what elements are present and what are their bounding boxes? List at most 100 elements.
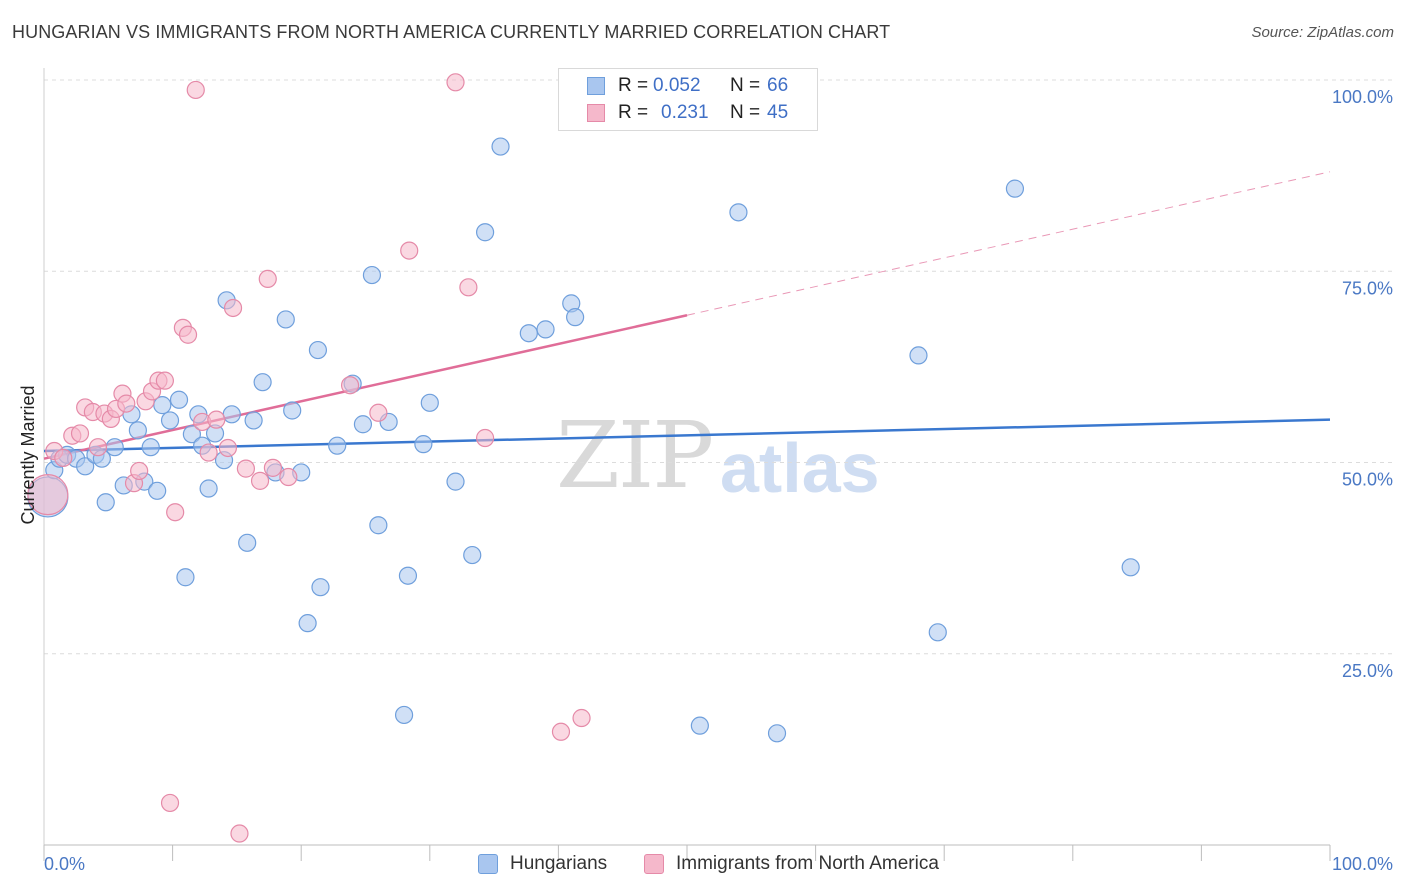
point-hungarians: [420, 393, 439, 412]
r-value: 0.231: [661, 102, 709, 123]
point-immigrants: [199, 443, 218, 462]
legend-label-immigrants: Immigrants from North America: [676, 853, 939, 874]
axes: [43, 68, 1330, 846]
point-immigrants: [279, 467, 298, 487]
watermark-zip: ZIP: [556, 402, 714, 509]
point-immigrants: [54, 448, 73, 468]
point-hungarians: [729, 203, 748, 222]
data-points: [27, 73, 1140, 843]
point-immigrants: [70, 424, 90, 443]
point-hungarians: [105, 438, 124, 457]
point-hungarians: [311, 578, 330, 597]
trend-line-1: [43, 314, 688, 460]
point-immigrants: [263, 458, 283, 477]
point-hungarians: [141, 438, 160, 457]
point-hungarians: [394, 705, 414, 725]
point-hungarians: [414, 435, 433, 454]
point-hungarians: [362, 265, 382, 285]
trend-lines: [43, 171, 1331, 460]
point-immigrants: [178, 325, 198, 344]
point-immigrants: [369, 403, 388, 422]
x-tick-label-max: 100.0%: [1332, 854, 1393, 874]
point-immigrants: [551, 722, 571, 741]
point-hungarians: [353, 415, 373, 434]
point-hungarians: [222, 405, 241, 424]
point-immigrants: [340, 376, 360, 395]
point-hungarians: [475, 223, 495, 242]
point-immigrants: [446, 73, 465, 92]
y-axis-label: Currently Married: [18, 385, 38, 524]
source-label: Source: ZipAtlas.com: [1251, 24, 1394, 41]
point-immigrants: [236, 459, 256, 478]
point-immigrants: [27, 474, 69, 516]
point-hungarians: [96, 493, 115, 512]
legend-swatch-immigrants: [587, 104, 605, 122]
y-tick-label-25: 25.0%: [1342, 661, 1393, 681]
point-hungarians: [328, 436, 347, 455]
trend-line-extension-1: [686, 171, 1331, 316]
point-immigrants: [130, 461, 149, 481]
point-immigrants: [572, 708, 591, 728]
legend-label-hungarians: Hungarians: [510, 853, 608, 874]
n-value: 45: [767, 102, 789, 123]
point-immigrants: [475, 428, 495, 448]
point-hungarians: [491, 137, 510, 156]
point-hungarians: [176, 568, 195, 587]
gridlines: [44, 79, 1393, 655]
watermark-atlas: atlas: [720, 429, 880, 507]
x-tick-label-min: 0.0%: [44, 854, 85, 874]
point-immigrants: [160, 793, 180, 813]
legend-swatch-immigrants: [644, 854, 664, 874]
point-hungarians: [238, 533, 257, 552]
legend-swatch-hungarians: [478, 854, 498, 874]
point-immigrants: [186, 80, 205, 100]
chart-title: HUNGARIAN VS IMMIGRANTS FROM NORTH AMERI…: [12, 22, 891, 42]
point-immigrants: [459, 278, 478, 297]
point-immigrants: [88, 438, 108, 457]
point-hungarians: [244, 411, 263, 430]
point-hungarians: [128, 421, 147, 440]
point-immigrants: [223, 298, 243, 318]
point-immigrants: [155, 371, 174, 390]
point-hungarians: [148, 481, 167, 500]
point-hungarians: [283, 401, 302, 420]
point-immigrants: [230, 824, 249, 843]
y-tick-label-100: 100.0%: [1332, 87, 1393, 107]
point-immigrants: [258, 269, 277, 288]
point-hungarians: [1121, 558, 1140, 577]
r-label: R =: [618, 75, 649, 96]
y-tick-label-50: 50.0%: [1342, 470, 1393, 490]
point-hungarians: [398, 566, 418, 585]
legend-swatch-hungarians: [587, 77, 605, 95]
point-hungarians: [169, 390, 189, 409]
point-immigrants: [207, 410, 226, 429]
n-label: N =: [730, 75, 761, 96]
n-value: 66: [767, 75, 789, 96]
point-hungarians: [182, 425, 201, 444]
n-label: N =: [730, 102, 761, 123]
point-hungarians: [369, 516, 388, 535]
x-ticks: [43, 845, 1331, 861]
point-hungarians: [566, 308, 585, 327]
point-immigrants: [117, 394, 136, 413]
r-label: R =: [618, 102, 649, 123]
point-immigrants: [400, 241, 419, 260]
point-hungarians: [298, 614, 317, 633]
point-hungarians: [536, 320, 555, 339]
point-hungarians: [519, 324, 538, 343]
point-hungarians: [76, 457, 95, 476]
point-hungarians: [308, 340, 328, 360]
point-hungarians: [276, 310, 295, 329]
point-hungarians: [160, 411, 180, 430]
point-immigrants: [218, 438, 237, 458]
point-hungarians: [690, 716, 709, 735]
point-hungarians: [928, 623, 947, 642]
stats-legend: R = 0.052 N = 66 R = 0.231 N = 45: [558, 68, 818, 131]
point-hungarians: [1005, 179, 1025, 198]
point-hungarians: [446, 472, 465, 491]
point-hungarians: [463, 545, 482, 565]
point-immigrants: [250, 471, 270, 490]
point-hungarians: [767, 724, 787, 743]
trend-line-0: [43, 418, 1331, 453]
